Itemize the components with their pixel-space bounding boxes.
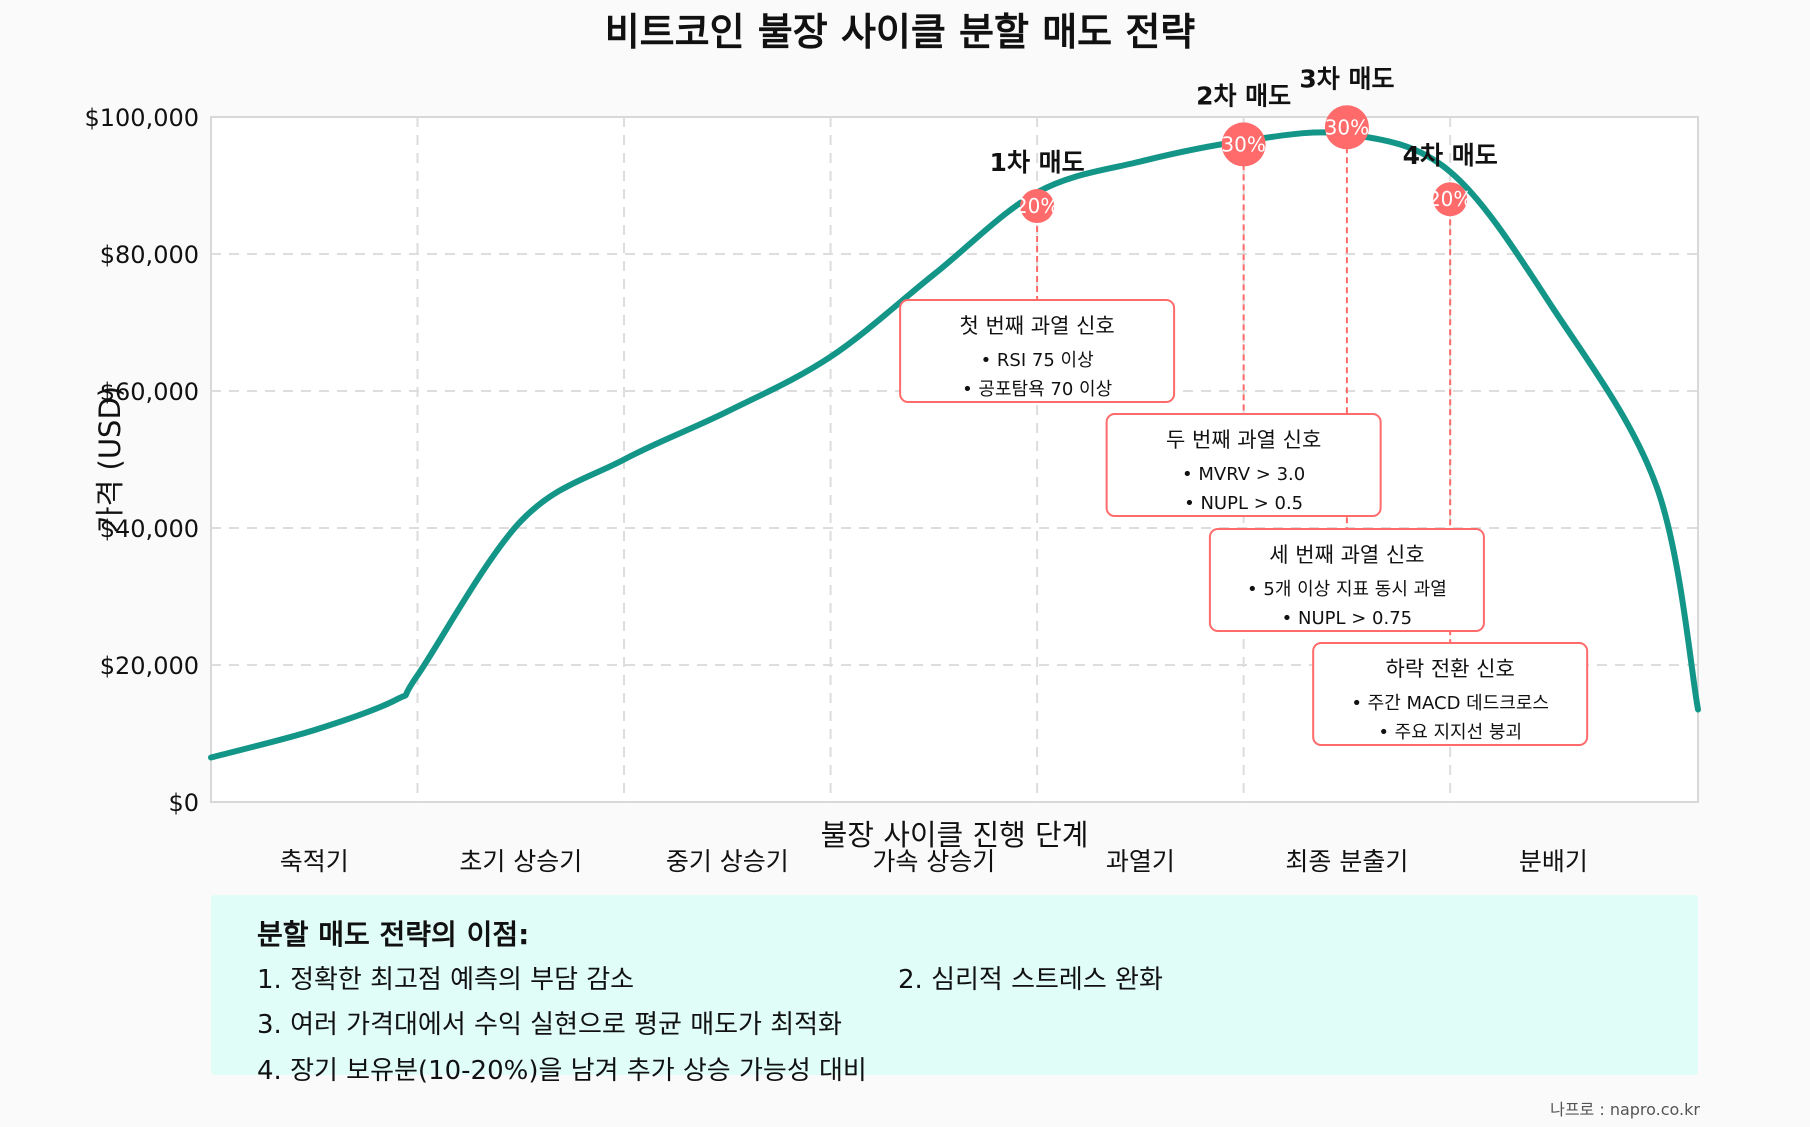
signal-detail: • RSI 75 이상 xyxy=(981,350,1094,371)
signal-detail: • 주요 지지선 붕괴 xyxy=(1378,722,1522,743)
benefit-item-4: 4. 장기 보유분(10-20%)을 남겨 추가 상승 가능성 대비 xyxy=(257,1056,867,1086)
signal-detail: • NUPL > 0.75 xyxy=(1282,608,1412,629)
sell-percent: 20% xyxy=(1015,194,1059,218)
signal-detail: • 공포탐욕 70 이상 xyxy=(962,379,1112,400)
price-line xyxy=(208,129,1701,761)
signal-detail: • MVRV > 3.0 xyxy=(1182,464,1305,485)
x-tick-label: 중기 상승기 xyxy=(666,847,789,876)
sell-marker xyxy=(1020,189,1055,224)
sell-percent: 30% xyxy=(1325,115,1369,139)
sell-label: 1차 매도 xyxy=(990,148,1085,177)
signal-detail: • NUPL > 0.5 xyxy=(1184,493,1303,514)
signal-detail: • 5개 이상 지표 동시 과열 xyxy=(1247,579,1447,600)
benefit-item-2: 2. 심리적 스트레스 완화 xyxy=(898,965,1163,995)
sell-marker xyxy=(1433,182,1468,217)
sell-marker xyxy=(1221,122,1266,167)
sell-marker xyxy=(1324,105,1369,150)
signal-box xyxy=(899,299,1176,403)
y-tick-label: $60,000 xyxy=(100,378,199,406)
benefits-panel: 분할 매도 전략의 이점: 1. 정확한 최고점 예측의 부담 감소 2. 심리… xyxy=(211,895,1698,1086)
signal-title: 하락 전환 신호 xyxy=(1386,657,1515,681)
sell-percent: 30% xyxy=(1221,132,1265,156)
x-tick-label: 최종 분출기 xyxy=(1285,847,1408,876)
x-axis-label: 불장 사이클 진행 단계 xyxy=(821,818,1089,852)
y-tick-label: $20,000 xyxy=(100,652,199,680)
y-tick-label: $80,000 xyxy=(100,241,199,269)
footer-credit: 나프로 : napro.co.kr xyxy=(1550,1100,1700,1119)
y-tick-label: $100,000 xyxy=(84,104,199,132)
x-tick-label: 분배기 xyxy=(1519,847,1588,876)
signal-detail: • 주간 MACD 데드크로스 xyxy=(1351,693,1549,714)
signal-title: 첫 번째 과열 신호 xyxy=(959,314,1114,338)
chart-title: 비트코인 불장 사이클 분할 매도 전략 xyxy=(605,10,1196,54)
sell-percent: 20% xyxy=(1428,187,1472,211)
signal-title: 두 번째 과열 신호 xyxy=(1166,428,1321,452)
y-tick-label: $0 xyxy=(168,789,199,817)
x-tick-label: 가속 상승기 xyxy=(872,847,995,876)
benefit-item-3: 3. 여러 가격대에서 수익 실현으로 평균 매도가 최적화 xyxy=(257,1010,842,1040)
signal-box xyxy=(1208,528,1485,632)
benefits-title: 분할 매도 전략의 이점: xyxy=(257,918,530,951)
sell-label: 4차 매도 xyxy=(1403,141,1498,170)
x-tick-label: 초기 상승기 xyxy=(459,847,582,876)
signal-title: 세 번째 과열 신호 xyxy=(1269,543,1424,567)
x-tick-label: 축적기 xyxy=(280,847,349,876)
signal-box xyxy=(1312,642,1589,746)
sell-label: 2차 매도 xyxy=(1196,81,1291,110)
sell-label: 3차 매도 xyxy=(1299,64,1394,93)
benefit-item-1: 1. 정확한 최고점 예측의 부담 감소 xyxy=(257,965,635,995)
x-tick-label: 과열기 xyxy=(1106,847,1175,876)
y-axis-label: 가격 (USD) xyxy=(93,386,127,533)
y-tick-label: $40,000 xyxy=(100,515,199,543)
signal-box xyxy=(1105,413,1382,517)
